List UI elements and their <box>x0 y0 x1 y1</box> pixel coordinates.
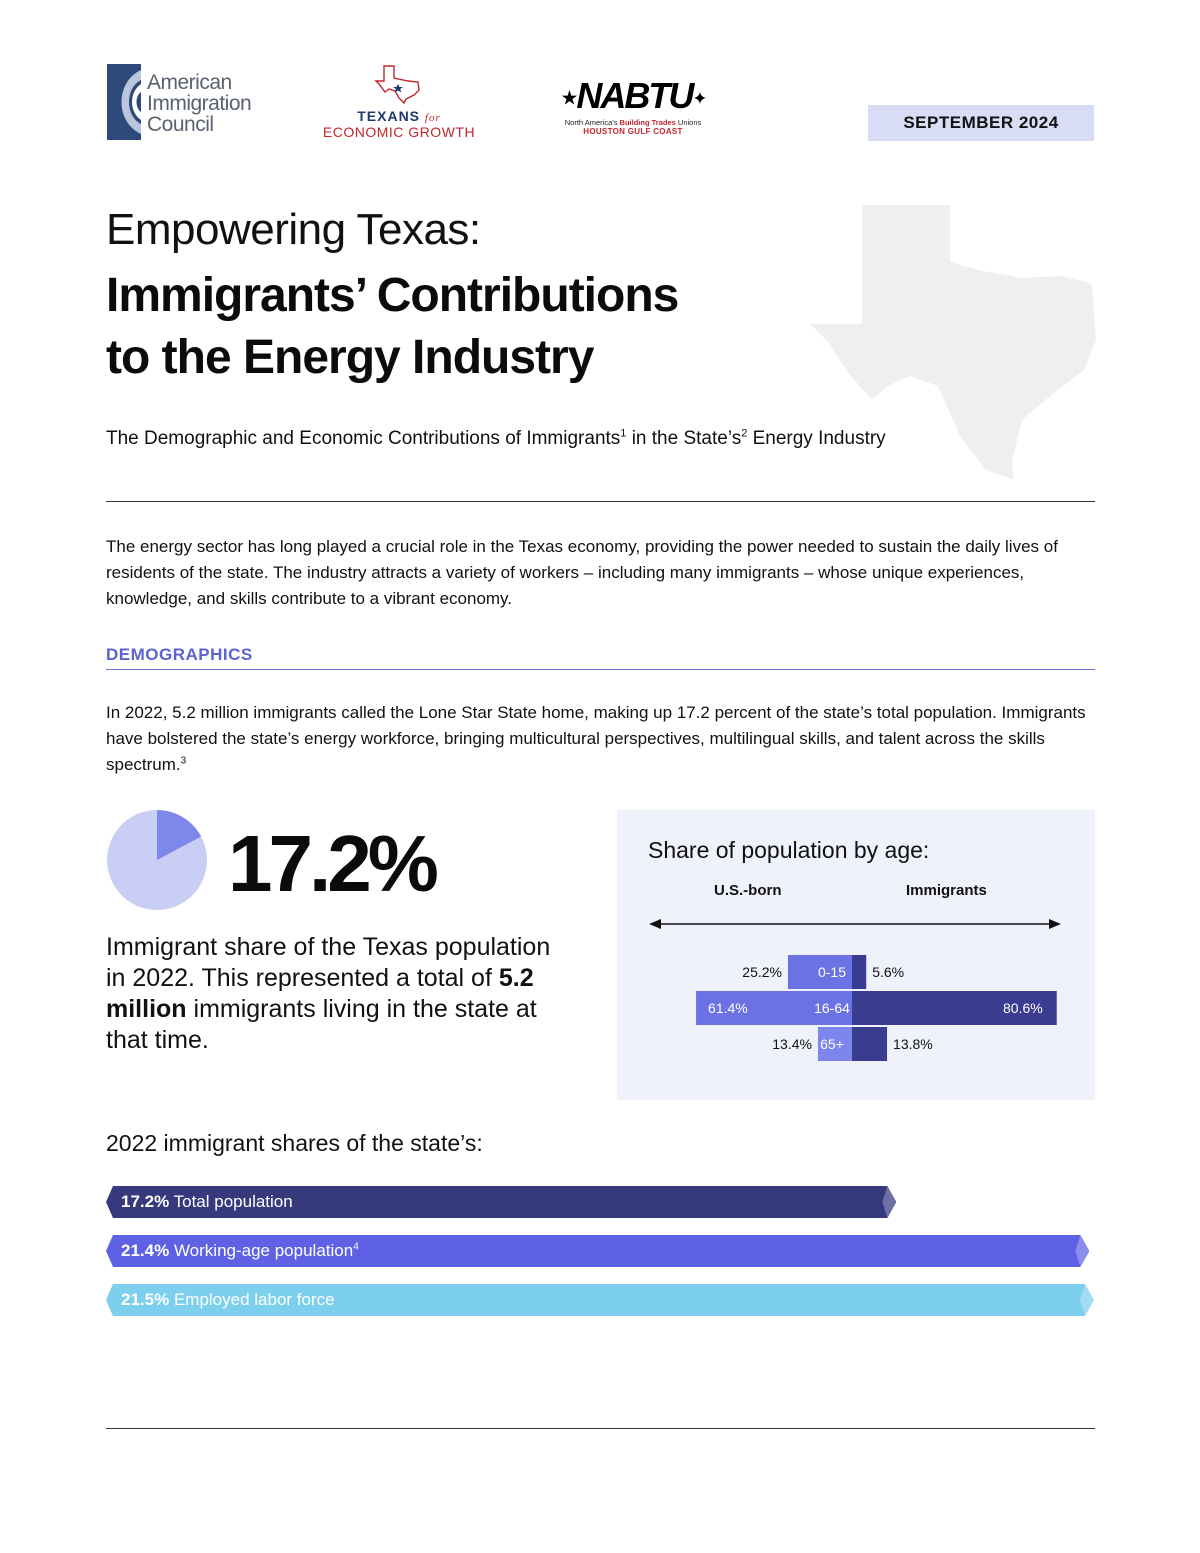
immigrant-share-pie <box>107 810 207 910</box>
us-born-value-label: 25.2% <box>742 964 782 980</box>
footer-divider <box>106 1428 1095 1429</box>
us-born-value-label: 13.4% <box>772 1036 812 1052</box>
share-bar-footnote[interactable]: 4 <box>353 1241 359 1253</box>
title-line-1: Empowering Texas: <box>106 205 481 254</box>
share-bar-shape <box>106 1235 1090 1267</box>
arrow-left-icon <box>649 919 661 929</box>
texas-map-icon <box>810 205 1096 480</box>
title-line-2: Immigrants’ Contributions <box>106 269 679 322</box>
stat-desc-post: immigrants living in the state at that t… <box>106 995 537 1054</box>
nabtu-location: HOUSTON GULF COAST <box>583 127 683 137</box>
age-chart-label-immigrants: Immigrants <box>906 882 987 899</box>
bar-us-born-65+ <box>817 1027 852 1061</box>
teg-line-2: ECONOMIC GROWTH <box>322 124 476 140</box>
age-bars-group: 0-15 25.2% 5.6% 16-64 61.4% 80.6% 65+ 13.4% 13.8… <box>696 955 1057 1061</box>
age-pyramid-chart: 0-15 25.2% 5.6% 16-64 61.4% 80.6% 65+ 13.4% 13.8… <box>649 919 1061 1061</box>
immigrants-value-label: 80.6% <box>1003 1000 1043 1016</box>
stat-description: Immigrant share of the Texas population … <box>106 932 576 1056</box>
share-bar-value: 17.2% <box>121 1192 170 1211</box>
aic-line-3: Council <box>147 113 214 136</box>
nabtu-brand: ★NABTU✦ <box>552 76 714 118</box>
demographics-text: In 2022, 5.2 million immigrants called t… <box>106 703 1086 774</box>
divider <box>106 501 1095 502</box>
pie-slice-immigrants <box>157 810 202 860</box>
nabtu-sub-bold: Building Trades <box>619 118 676 128</box>
footnote-ref-3[interactable]: 3 <box>180 755 187 767</box>
teg-word-texans: TEXANS <box>357 108 421 124</box>
share-bar-label: 17.2% Total population <box>121 1186 293 1218</box>
share-bar-text: Working-age population <box>173 1241 354 1260</box>
arrow-axis <box>649 919 1061 929</box>
stat-desc-bold: 5.2 million <box>106 964 534 1023</box>
age-category-label: 65+ <box>820 1036 844 1052</box>
teg-word-for: for <box>424 112 441 124</box>
subtitle-part-3: Energy Industry <box>747 428 886 449</box>
nabtu-sub-post: Unions <box>675 118 702 128</box>
section-heading-demographics: DEMOGRAPHICS <box>106 645 253 664</box>
title-main: Immigrants’ Contributions to the Energy … <box>106 265 866 389</box>
american-immigration-council-logo: American Immigration Council <box>107 64 267 142</box>
aic-line-1: American <box>147 71 232 94</box>
share-bar-text: Total population <box>173 1192 293 1211</box>
share-bar-shape <box>106 1284 1094 1316</box>
intro-paragraph: The energy sector has long played a cruc… <box>106 537 1058 608</box>
bar-immigrants-0-15 <box>852 955 867 989</box>
texas-outline-icon <box>374 65 420 104</box>
aic-logo-icon <box>107 64 141 140</box>
big-stat-value: 17.2% <box>228 819 439 908</box>
aic-line-2: Immigration <box>147 92 252 115</box>
immigrants-value-label: 5.6% <box>872 964 904 980</box>
nabtu-brand-text: NABTU <box>576 75 694 116</box>
footnote-ref-2[interactable]: 2 <box>741 427 748 440</box>
title-line-3: to the Energy Industry <box>106 331 594 384</box>
bar-immigrants-16-64 <box>852 991 1057 1025</box>
subtitle-part-1: The Demographic and Economic Contributio… <box>106 428 621 449</box>
nabtu-subline: North America's Building Trades Unions <box>552 118 714 127</box>
stat-desc-pre: Immigrant share of the Texas population … <box>106 933 551 992</box>
share-bar: 21.5% Employed labor force <box>106 1284 1094 1316</box>
demographics-paragraph: In 2022, 5.2 million immigrants called t… <box>106 700 1096 778</box>
arrow-right-icon <box>1049 919 1061 929</box>
subtitle-part-2: in the State’s <box>626 428 742 449</box>
share-bar-label: 21.4% Working-age population4 <box>121 1235 359 1267</box>
shares-chart-title: 2022 immigrant shares of the state’s: <box>106 1130 483 1156</box>
subtitle: The Demographic and Economic Contributio… <box>106 428 886 450</box>
share-bar: 21.4% Working-age population4 <box>106 1235 1090 1267</box>
nabtu-sub-pre: North America's <box>564 118 620 128</box>
share-bar-text: Employed labor force <box>173 1290 335 1309</box>
footnote-ref-1[interactable]: 1 <box>620 427 627 440</box>
age-chart-label-us-born: U.S.-born <box>714 882 782 899</box>
date-badge: SEPTEMBER 2024 <box>868 105 1094 141</box>
bar-immigrants-65+ <box>852 1027 888 1061</box>
share-bar-value: 21.5% <box>121 1290 170 1309</box>
share-bar-label: 21.5% Employed labor force <box>121 1284 335 1316</box>
share-bar-shape <box>106 1186 897 1218</box>
share-bar: 17.2% Total population <box>106 1186 897 1218</box>
bar-us-born-0-15 <box>787 955 852 989</box>
age-chart-title: Share of population by age: <box>648 837 930 863</box>
bar-us-born-16-64 <box>696 991 852 1025</box>
share-bar-value: 21.4% <box>121 1241 170 1260</box>
age-category-label: 0-15 <box>818 964 846 980</box>
nabtu-logo: ★NABTU✦ North America's Building Trades … <box>552 64 714 144</box>
maple-leaf-icon: ✦ <box>692 88 707 109</box>
aic-logo-text: American Immigration Council <box>147 71 252 136</box>
texans-for-economic-growth-logo: TEXANS for ECONOMIC GROWTH <box>314 64 484 144</box>
age-category-label: 16-64 <box>814 1000 850 1016</box>
star-icon: ★ <box>560 87 578 110</box>
section-divider <box>106 669 1095 670</box>
us-born-value-label: 61.4% <box>708 1000 748 1016</box>
teg-line-1: TEXANS for <box>314 108 484 124</box>
immigrants-value-label: 13.8% <box>893 1036 933 1052</box>
